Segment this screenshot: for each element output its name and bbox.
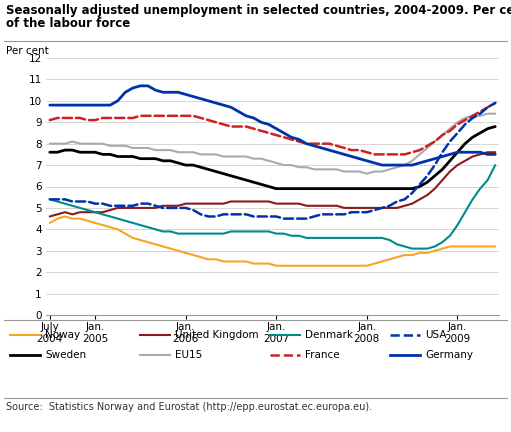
- Text: Germany: Germany: [425, 350, 473, 360]
- Text: USA: USA: [425, 330, 447, 340]
- Text: France: France: [305, 350, 340, 360]
- Text: EU15: EU15: [175, 350, 202, 360]
- Text: Noway: Noway: [45, 330, 80, 340]
- Text: Per cent: Per cent: [6, 46, 49, 56]
- Text: Seasonally adjusted unemployment in selected countries, 2004-2009. Per cent: Seasonally adjusted unemployment in sele…: [6, 4, 511, 17]
- Text: Sweden: Sweden: [45, 350, 86, 360]
- Text: Source:  Statistics Norway and Eurostat (http://epp.eurostat.ec.europa.eu).: Source: Statistics Norway and Eurostat (…: [6, 402, 372, 412]
- Text: of the labour force: of the labour force: [6, 17, 130, 30]
- Text: United Kingdom: United Kingdom: [175, 330, 259, 340]
- Text: Denmark: Denmark: [305, 330, 353, 340]
